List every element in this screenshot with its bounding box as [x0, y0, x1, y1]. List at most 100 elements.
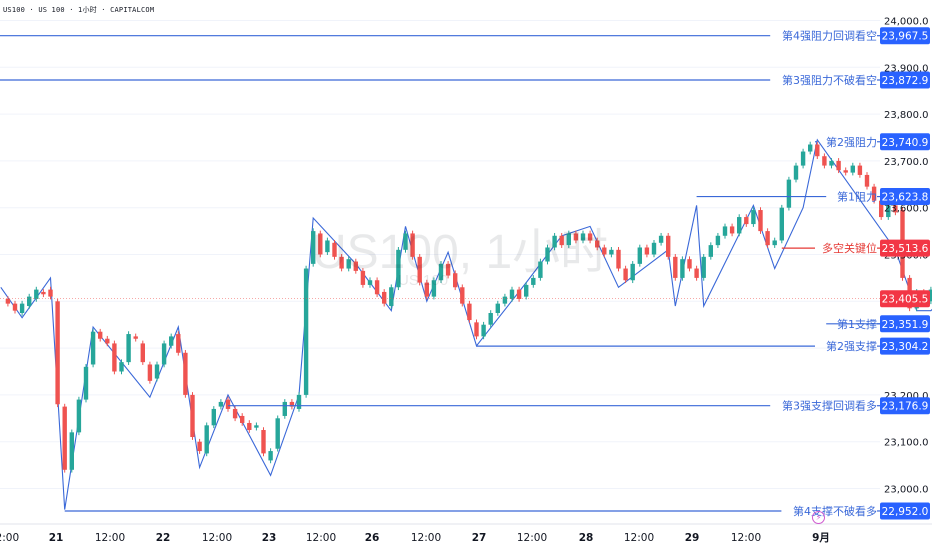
level-price-tag-label: 23,304.2 — [882, 341, 929, 353]
candle-body — [538, 261, 543, 278]
candle-body — [744, 217, 749, 225]
candle-body — [687, 259, 692, 269]
candle-body — [225, 399, 231, 409]
x-tick-label: 22 — [156, 532, 171, 544]
level-label: 多空关键位 — [822, 241, 877, 255]
candle-body — [815, 144, 820, 157]
candle-body — [495, 303, 500, 313]
candle-body — [83, 366, 89, 400]
candle-body — [708, 245, 713, 257]
candle-body — [296, 394, 302, 409]
candle-body — [467, 303, 472, 321]
current-price-tag — [880, 290, 930, 308]
level-price-tag — [880, 133, 930, 151]
lightning-icon[interactable]: ⚡ — [812, 511, 825, 524]
x-tick-label: 12:00 — [95, 532, 125, 544]
x-tick-label: 12:00 — [0, 532, 19, 544]
candle-body — [5, 298, 11, 304]
candle-body — [339, 256, 344, 269]
candle-body — [737, 217, 742, 234]
level-price-tag — [880, 502, 930, 520]
candle-body — [254, 425, 259, 428]
candle-body — [850, 165, 855, 173]
candle-body — [332, 242, 337, 257]
candle-body — [460, 287, 465, 304]
candle-body — [247, 422, 252, 430]
level-label: 第1阻力 — [837, 190, 877, 204]
candle-body — [758, 210, 763, 232]
candle-body — [268, 451, 273, 461]
x-tick-label: 12:00 — [306, 532, 336, 544]
candle-body — [119, 362, 124, 372]
level-price-tag — [880, 27, 930, 45]
candle-body — [190, 394, 195, 438]
symbol-header[interactable]: US100 · US 100 · 1小时 · CAPITALCOM — [3, 6, 155, 14]
candle-body — [76, 399, 82, 433]
x-tick-label: 21 — [49, 532, 64, 544]
level-price-tag — [880, 315, 930, 333]
level-price-tag — [880, 188, 930, 206]
candle-body — [722, 226, 728, 236]
candle-body — [474, 322, 479, 337]
candle-body — [595, 240, 600, 248]
y-tick-label: 24,000.0 — [884, 17, 929, 28]
candle-body — [112, 343, 117, 372]
candle-body — [531, 277, 536, 285]
candle-body — [169, 336, 174, 346]
candle-body — [879, 200, 884, 218]
candle-body — [779, 207, 784, 241]
x-tick-label: 26 — [365, 532, 380, 544]
candle-body — [311, 231, 316, 264]
x-tick-label: 12:00 — [202, 532, 232, 544]
candle-body — [864, 174, 870, 187]
x-tick-label: 28 — [579, 532, 594, 544]
level-label: 第4支撑不破看多 — [793, 504, 877, 518]
candle-body — [893, 205, 898, 213]
candle-body — [772, 240, 777, 246]
candle-body — [48, 289, 53, 297]
candle-body — [69, 432, 74, 470]
level-label: 第2强支撑 — [826, 339, 877, 353]
candle-body — [34, 289, 39, 299]
level-label: 第1支撑 — [837, 317, 877, 331]
candle-body — [502, 296, 508, 304]
candle-body — [147, 364, 153, 381]
candle-body — [453, 273, 458, 288]
x-tick-label: 12:00 — [731, 532, 761, 544]
candle-body — [161, 343, 167, 365]
candle-body — [552, 235, 557, 248]
candle-body — [751, 210, 756, 225]
candle-body — [928, 289, 932, 302]
candle-body — [694, 268, 699, 278]
candle-body — [666, 235, 671, 257]
candle-body — [524, 284, 529, 297]
candle-body — [651, 242, 657, 255]
level-price-tag-label: 23,513.6 — [882, 243, 929, 255]
candle-body — [644, 247, 650, 255]
candle-body — [41, 291, 46, 295]
candle-body — [445, 263, 451, 276]
candle-body — [240, 415, 245, 423]
candle-body — [12, 303, 18, 311]
candle-body — [637, 247, 642, 264]
y-tick-label: 23,600.0 — [884, 204, 929, 215]
candle-body — [573, 233, 579, 241]
watermark-subtitle: US 100 — [398, 272, 449, 289]
candle-body — [346, 259, 351, 269]
y-tick-label: 23,000.0 — [884, 485, 929, 496]
level-label: 第4强阻力回调看空 — [782, 29, 877, 43]
watermark-title: US100, 1小时 — [312, 226, 609, 279]
y-tick-label: 23,100.0 — [884, 438, 929, 449]
candle-body — [417, 256, 422, 283]
candle-body — [715, 235, 721, 246]
level-label: 第3强阻力不破看空 — [782, 73, 877, 87]
candle-body — [559, 235, 564, 246]
candle-body — [871, 186, 877, 201]
candle-body — [786, 179, 792, 208]
candle-body — [410, 233, 415, 257]
candle-body — [289, 401, 295, 407]
level-label: 第2强阻力 — [826, 135, 877, 149]
candle-body — [488, 313, 493, 325]
